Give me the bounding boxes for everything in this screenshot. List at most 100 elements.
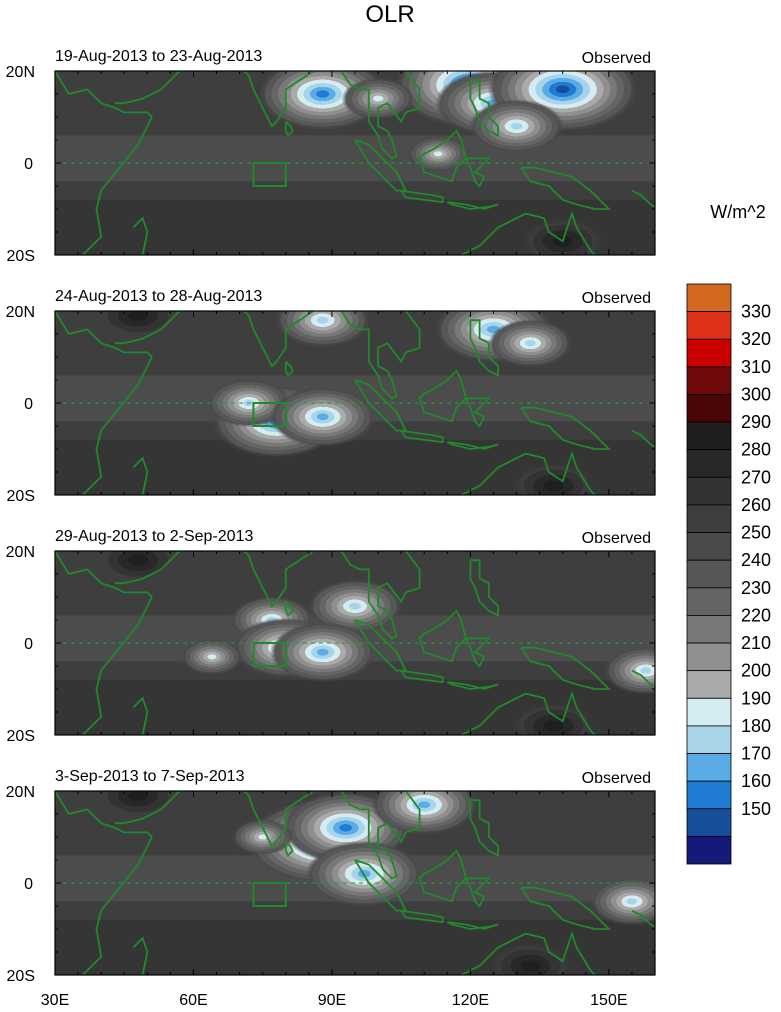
olr-low-center	[269, 386, 376, 447]
panel-4: 3-Sep-2013 to 7-Sep-2013 Observed 20N 0 20S	[6, 768, 656, 985]
colorbar-label: 220	[741, 605, 771, 625]
target-box	[252, 402, 287, 427]
figure-title: OLR	[365, 1, 414, 28]
coastline	[284, 600, 294, 617]
x-axis: 30E 60E 90E 120E 150E	[41, 992, 628, 1009]
colorbar-label: 250	[741, 523, 771, 543]
colorbar-swatch	[686, 559, 732, 589]
coastline	[55, 551, 153, 735]
target-box	[252, 162, 287, 187]
coastline	[230, 311, 314, 368]
olr-low-center	[341, 77, 415, 120]
coastline	[469, 559, 499, 617]
olr-low-center	[488, 319, 573, 368]
x-tick-label: 30E	[41, 992, 69, 1009]
coastline	[469, 319, 499, 377]
y-tick-label: 20N	[6, 304, 35, 321]
coastline	[284, 360, 294, 377]
coastline	[520, 166, 611, 210]
coastline	[55, 791, 153, 975]
coastline	[55, 311, 153, 495]
olr-field	[55, 60, 655, 255]
colorbar-label: 310	[741, 357, 771, 377]
coastline	[446, 441, 499, 450]
coastline	[284, 120, 294, 137]
panel-label: Observed	[582, 50, 651, 67]
colorbar-swatch	[686, 615, 732, 644]
olr-low-center	[371, 791, 478, 835]
colorbar-swatch	[686, 642, 732, 672]
panel-period: 29-Aug-2013 to 2-Sep-2013	[55, 528, 253, 545]
colorbar-swatch	[686, 725, 732, 754]
colorbar-units: W/m^2	[710, 202, 765, 222]
olr-low-center	[275, 311, 371, 348]
colorbar-swatch	[686, 283, 732, 313]
coastline	[339, 791, 421, 880]
colorbar-label: 160	[741, 771, 771, 791]
colorbar-swatch	[686, 835, 732, 865]
colorbar-label: 280	[741, 440, 771, 460]
panel-period: 19-Aug-2013 to 23-Aug-2013	[55, 48, 262, 65]
coastline	[339, 71, 421, 160]
colorbar-label: 180	[741, 716, 771, 736]
coastline	[473, 780, 478, 787]
colorbar-swatch	[686, 394, 732, 423]
olr-high-center	[98, 551, 179, 583]
coastline	[55, 71, 153, 255]
coastline	[115, 71, 181, 105]
y-tick-label: 20S	[7, 728, 35, 745]
coastline	[230, 551, 314, 608]
coastline	[459, 450, 597, 495]
target-box	[252, 882, 287, 907]
colorbar: 330 320 310 300 290 280 270 260 250 240 230 220 210 2…	[686, 283, 771, 865]
coastline	[418, 369, 467, 423]
olr-high-center	[513, 703, 594, 735]
panel-2: 24-Aug-2013 to 28-Aug-2013 Observed 20N 0 20…	[6, 288, 656, 505]
olr-high-center	[522, 219, 603, 255]
coastline	[464, 637, 491, 668]
colorbar-swatch	[686, 587, 732, 616]
olr-high-center	[513, 463, 594, 495]
colorbar-swatch	[686, 697, 732, 727]
colorbar-swatch	[686, 311, 732, 340]
coastline	[132, 936, 149, 975]
colorbar-swatch	[686, 670, 732, 699]
target-box	[252, 642, 287, 667]
y-tick-label: 0	[24, 156, 33, 173]
coastline	[230, 791, 314, 848]
olr-high-center	[490, 943, 571, 975]
olr-field	[55, 551, 655, 735]
coastline	[115, 311, 181, 345]
olr-low-center	[589, 877, 655, 926]
colorbar-swatch	[686, 504, 732, 533]
coastline	[418, 129, 467, 183]
y-tick-label: 20N	[6, 544, 35, 561]
coastline	[464, 877, 491, 908]
coastline	[469, 79, 499, 137]
coastline	[631, 429, 655, 448]
coastline	[339, 311, 421, 400]
coastline	[400, 909, 444, 924]
colorbar-label: 200	[741, 661, 771, 681]
colorbar-swatch	[686, 808, 732, 837]
colorbar-label: 300	[741, 384, 771, 404]
coastline	[284, 840, 294, 857]
coastline	[473, 300, 478, 307]
coastline	[459, 930, 597, 975]
coastline	[520, 646, 611, 690]
colorbar-label: 330	[741, 302, 771, 322]
coastline	[473, 60, 478, 67]
coastline	[446, 681, 499, 690]
colorbar-swatch	[686, 449, 732, 478]
colorbar-label: 320	[741, 329, 771, 349]
coastline	[464, 157, 491, 188]
olr-band	[55, 135, 655, 182]
x-tick-label: 90E	[318, 992, 346, 1009]
coastline	[115, 791, 181, 825]
y-tick-label: 20S	[7, 248, 35, 265]
panel-label: Observed	[582, 530, 651, 547]
coastline	[132, 696, 149, 735]
colorbar-swatch	[686, 532, 732, 561]
coastline	[132, 216, 149, 255]
